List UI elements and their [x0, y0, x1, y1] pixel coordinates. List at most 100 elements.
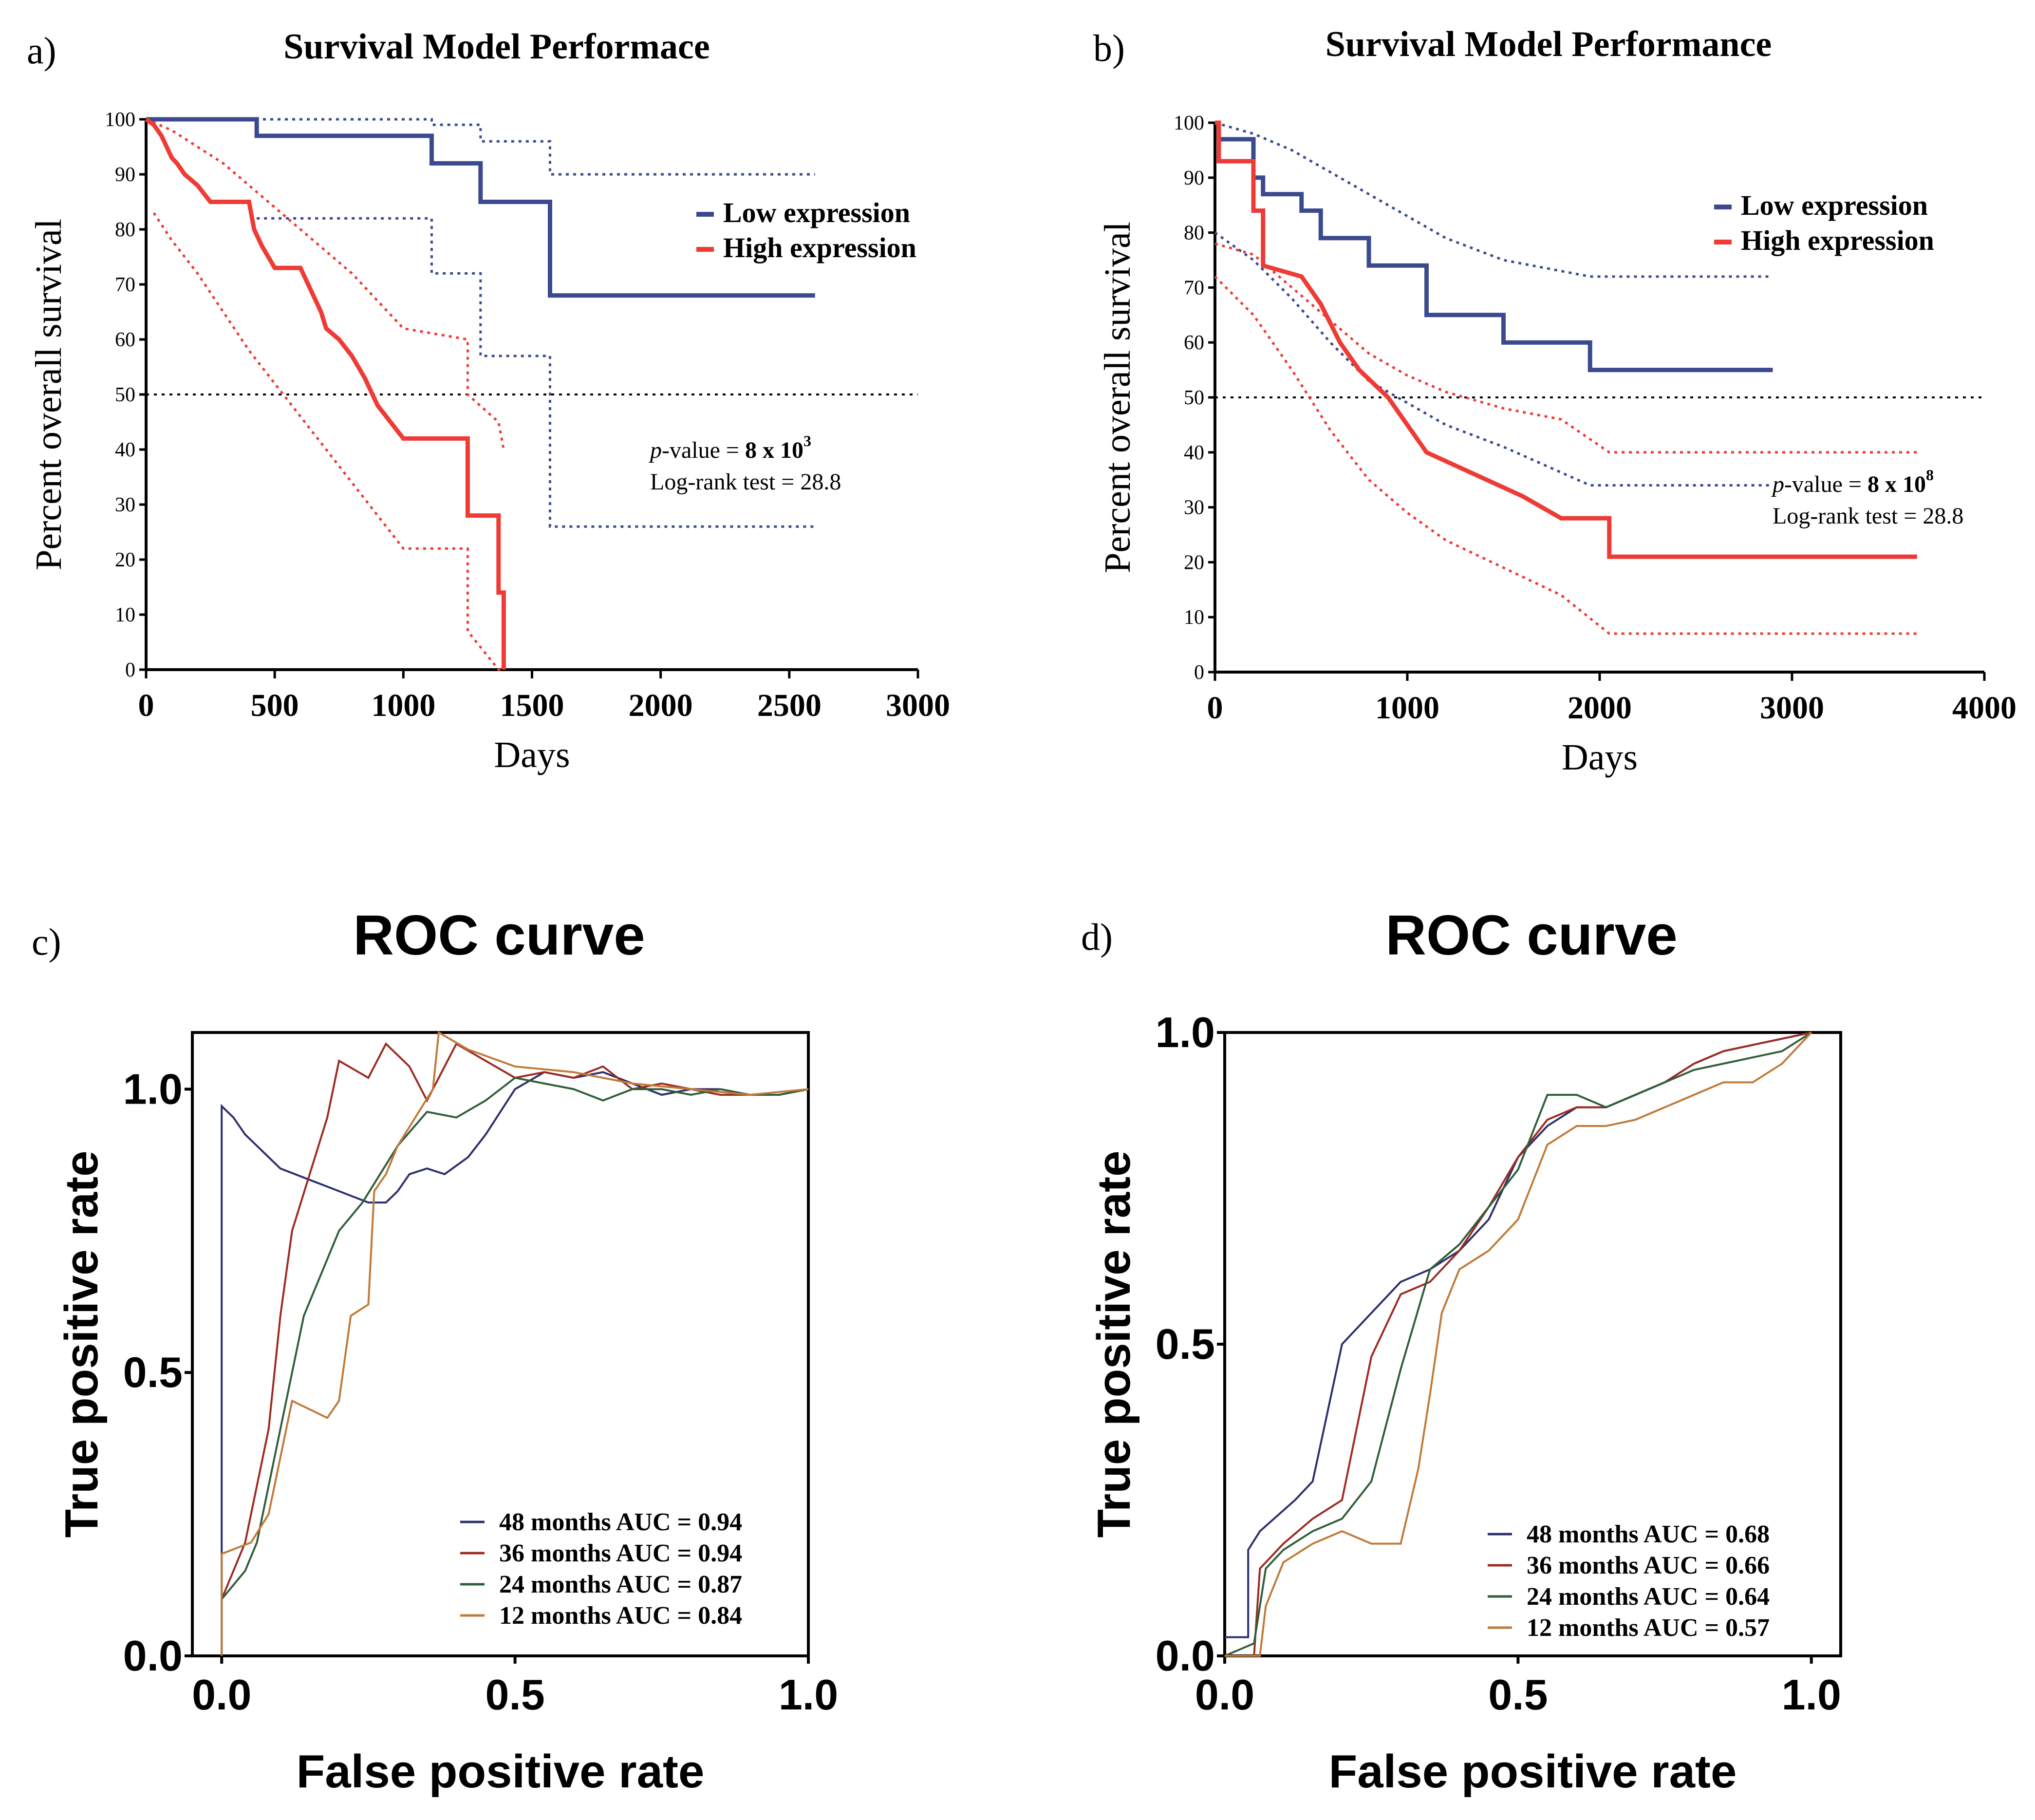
- roc-series-roc24: [1224, 1032, 1812, 1657]
- panel-label-b: b): [1093, 27, 1125, 69]
- series-low-ci-2: [257, 217, 815, 528]
- x-tick-label: 3000: [1760, 690, 1824, 726]
- chart-title: Survival Model Performance: [1326, 24, 1772, 64]
- y-tick-label: 30: [1184, 497, 1204, 519]
- x-tick-label: 0: [1207, 690, 1223, 726]
- y-tick-label: 0.5: [1156, 1320, 1215, 1368]
- y-tick-label: 0.0: [1156, 1632, 1215, 1680]
- legend-label-roc24: 24 months AUC = 0.64: [1527, 1583, 1770, 1611]
- y-tick-label: 80: [115, 219, 135, 241]
- roc-series-roc24: [221, 1076, 809, 1600]
- series-low: [1215, 120, 1773, 373]
- series-high-ci-5: [152, 212, 504, 671]
- y-tick-label: 1.0: [1156, 1008, 1215, 1056]
- y-tick-label: 40: [1184, 442, 1204, 464]
- legend-label-low: Low expression: [1741, 189, 1928, 221]
- legend-label-low: Low expression: [723, 197, 910, 228]
- x-tick-label: 3000: [886, 688, 950, 723]
- y-axis-label: Percent overall survival: [1097, 222, 1138, 573]
- y-tick-label: 20: [1184, 551, 1204, 574]
- x-axis-label: Days: [494, 734, 570, 775]
- y-axis-label: Percent overall survival: [28, 219, 69, 570]
- logrank-annotation: Log-rank test = 28.8: [650, 469, 841, 495]
- x-tick-label: 1500: [500, 688, 564, 723]
- x-tick-label: 0: [138, 688, 154, 723]
- x-tick-label: 2000: [1568, 690, 1632, 726]
- panel-label-a: a): [27, 29, 56, 72]
- logrank-annotation: Log-rank test = 28.8: [1773, 503, 1963, 529]
- roc-series-roc12: [221, 1031, 809, 1656]
- y-tick-label: 10: [1184, 606, 1204, 629]
- x-tick-label: 4000: [1952, 690, 2016, 726]
- chart-title: ROC curve: [353, 903, 645, 967]
- x-tick-label: 0.0: [1195, 1670, 1254, 1719]
- legend-label-roc24: 24 months AUC = 0.87: [499, 1571, 742, 1598]
- series-high: [145, 117, 506, 670]
- legend-label-roc12: 12 months AUC = 0.84: [499, 1602, 742, 1630]
- legend-label-roc48: 48 months AUC = 0.68: [1527, 1520, 1770, 1548]
- x-axis-label: False positive rate: [1329, 1745, 1737, 1798]
- y-tick-label: 10: [115, 604, 135, 626]
- y-tick-label: 50: [115, 384, 135, 406]
- x-axis-label: Days: [1562, 737, 1638, 778]
- x-tick-label: 0.5: [485, 1670, 544, 1719]
- legend-label-roc36: 36 months AUC = 0.66: [1527, 1552, 1770, 1579]
- plot-frame: [191, 1031, 810, 1657]
- series-low-ci-1: [1214, 121, 1773, 278]
- series-high: [1215, 120, 1917, 559]
- y-tick-label: 100: [1174, 112, 1204, 134]
- series-low-ci-1: [146, 118, 815, 176]
- roc-series-roc48: [221, 1071, 809, 1656]
- y-tick-label: 30: [115, 494, 135, 516]
- y-tick-label: 90: [115, 164, 135, 186]
- panel-label-d: d): [1081, 916, 1113, 958]
- survival-chart-a: a) Survival Model Performace 0 10 20 30 40 50 60…: [27, 27, 950, 775]
- x-tick-label: 1000: [1375, 690, 1439, 726]
- y-axis-label: True positive rate: [56, 1151, 108, 1538]
- y-tick-label: 0.5: [123, 1348, 183, 1396]
- roc-series-roc12: [1225, 1032, 1812, 1657]
- x-tick-label: 0.5: [1488, 1670, 1548, 1719]
- series-high-ci-4: [1214, 242, 1917, 454]
- y-tick-label: 70: [1184, 277, 1204, 299]
- y-tick-label: 40: [115, 439, 135, 461]
- legend-label-roc36: 36 months AUC = 0.94: [499, 1539, 742, 1567]
- y-tick-label: 60: [1184, 332, 1204, 354]
- legend-label-high: High expression: [723, 232, 916, 263]
- x-tick-label: 1.0: [1782, 1670, 1841, 1719]
- y-tick-label: 20: [115, 549, 135, 571]
- y-tick-label: 0: [1194, 661, 1204, 684]
- survival-chart-b: b) Survival Model Performance 0 10 20 30 40 50 6…: [1093, 24, 2016, 778]
- x-axis-label: False positive rate: [297, 1745, 705, 1798]
- series-low-ci-2: [1214, 231, 1773, 487]
- y-tick-label: 50: [1184, 387, 1204, 409]
- roc-series-roc36: [1225, 1032, 1812, 1657]
- legend-label-high: High expression: [1741, 225, 1934, 256]
- x-tick-label: 2500: [757, 688, 821, 723]
- p-value-annotation: p-value = 8 x 103: [649, 432, 811, 463]
- y-tick-label: 90: [1184, 167, 1204, 189]
- x-tick-label: 1000: [371, 688, 435, 723]
- legend-label-roc12: 12 months AUC = 0.57: [1527, 1614, 1770, 1642]
- chart-title: Survival Model Performace: [283, 27, 709, 67]
- roc-chart-c: c) ROC curve 0.0 0.5 1.0 0.0 0.5 1.0 False posit…: [32, 903, 838, 1798]
- series-high-ci-4: [146, 118, 505, 450]
- series-high-ci-5: [1214, 276, 1917, 635]
- y-tick-label: 100: [105, 109, 135, 131]
- y-tick-label: 70: [115, 274, 135, 296]
- x-tick-label: 500: [251, 688, 299, 723]
- panel-label-c: c): [32, 920, 61, 963]
- x-tick-label: 0.0: [192, 1670, 251, 1719]
- roc-chart-d: d) ROC curve 0.0 0.5 1.0 0.0 0.5 1.0 False posit…: [1081, 903, 1842, 1798]
- x-tick-label: 2000: [629, 688, 693, 723]
- y-tick-label: 0.0: [123, 1632, 183, 1680]
- y-tick-label: 80: [1184, 222, 1204, 244]
- y-tick-label: 0: [125, 659, 135, 681]
- p-value-annotation: p-value = 8 x 108: [1771, 466, 1934, 497]
- y-tick-label: 1.0: [123, 1065, 183, 1113]
- y-axis-label: True positive rate: [1088, 1151, 1140, 1538]
- legend-label-roc48: 48 months AUC = 0.94: [499, 1508, 742, 1536]
- chart-title: ROC curve: [1385, 903, 1678, 967]
- series-low: [146, 117, 815, 298]
